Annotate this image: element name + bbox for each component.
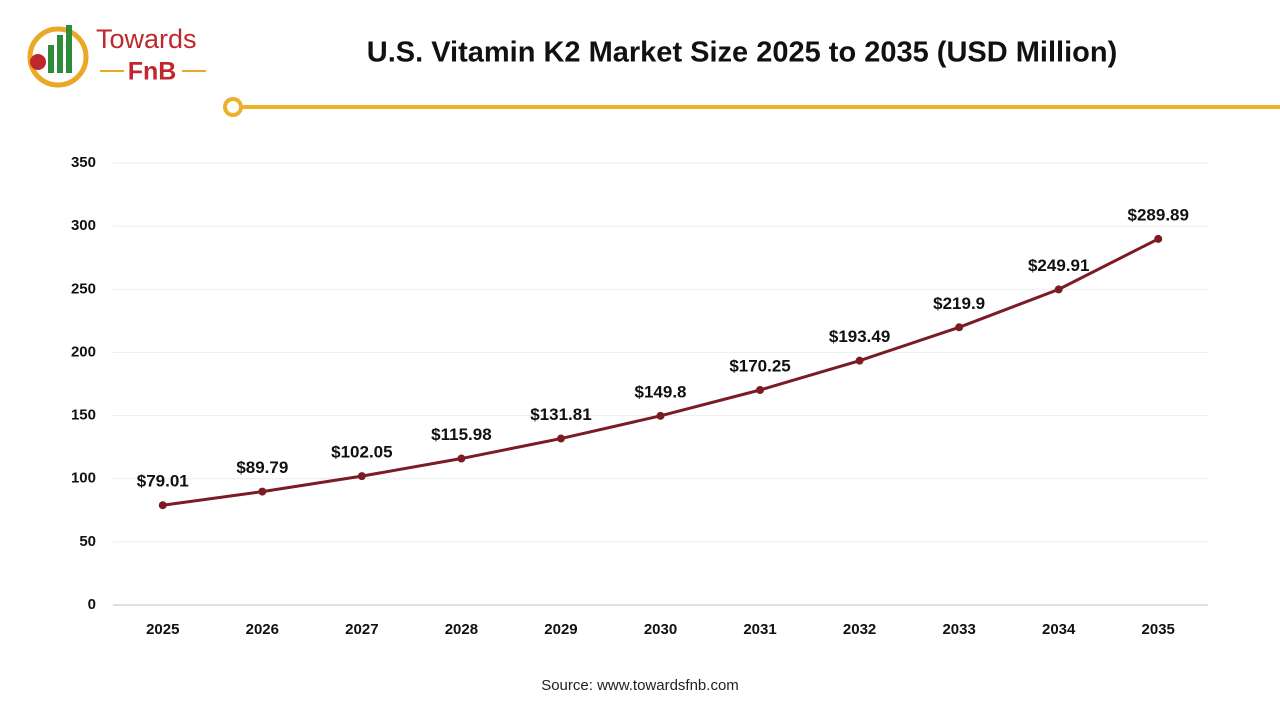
- data-label: $79.01: [137, 472, 189, 491]
- y-tick-label: 0: [88, 596, 96, 613]
- data-label: $131.81: [530, 405, 591, 424]
- point: [955, 323, 964, 332]
- data-label: $149.8: [635, 382, 687, 401]
- point: [158, 501, 167, 510]
- logo-bar: [57, 35, 63, 73]
- point: [1054, 285, 1063, 294]
- x-tick-label: 2027: [345, 621, 378, 638]
- y-tick-label: 250: [71, 280, 96, 297]
- logo-text: FnB: [128, 58, 177, 86]
- x-tick-label: 2035: [1142, 621, 1175, 638]
- title-rule-dot: [223, 97, 243, 117]
- data-label: $89.79: [236, 458, 288, 477]
- chart-title: U.S. Vitamin K2 Market Size 2025 to 2035…: [367, 37, 1117, 69]
- source: Source: www.towardsfnb.com: [541, 677, 739, 694]
- point: [457, 454, 466, 463]
- data-label: $289.89: [1128, 205, 1189, 224]
- x-tick-label: 2026: [246, 621, 279, 638]
- data-label: $219.9: [933, 294, 985, 313]
- point: [357, 472, 366, 481]
- data-label: $102.05: [331, 443, 392, 462]
- x-tick-label: 2030: [644, 621, 677, 638]
- logo-text: Towards: [96, 24, 197, 54]
- data-label: $115.98: [431, 425, 492, 444]
- logo-ring: [27, 26, 89, 88]
- point: [855, 356, 864, 365]
- x-tick-label: 2025: [146, 621, 179, 638]
- y-tick-label: 200: [71, 343, 96, 360]
- y-tick-label: 350: [71, 154, 96, 171]
- data-label: $193.49: [829, 327, 890, 346]
- y-tick-label: 100: [71, 470, 96, 487]
- data-label: $249.91: [1028, 256, 1089, 275]
- x-tick-label: 2032: [843, 621, 876, 638]
- logo: Towards FnB: [27, 24, 206, 88]
- point: [258, 487, 267, 496]
- point: [756, 385, 765, 394]
- x-tick-label: 2028: [445, 621, 478, 638]
- point: [556, 434, 565, 443]
- y-tick-label: 150: [71, 407, 96, 424]
- data-label: $170.25: [729, 356, 790, 375]
- point: [656, 411, 665, 420]
- y-tick-label: 300: [71, 217, 96, 234]
- x-tick-label: 2031: [743, 621, 776, 638]
- logo-bar: [66, 25, 72, 73]
- point: [1154, 234, 1163, 243]
- y-tick-label: 50: [79, 533, 96, 550]
- x-tick-label: 2029: [544, 621, 577, 638]
- logo-bar: [48, 45, 54, 73]
- x-tick-label: 2034: [1042, 621, 1076, 638]
- x-tick-label: 2033: [942, 621, 975, 638]
- logo-apple: [30, 54, 46, 70]
